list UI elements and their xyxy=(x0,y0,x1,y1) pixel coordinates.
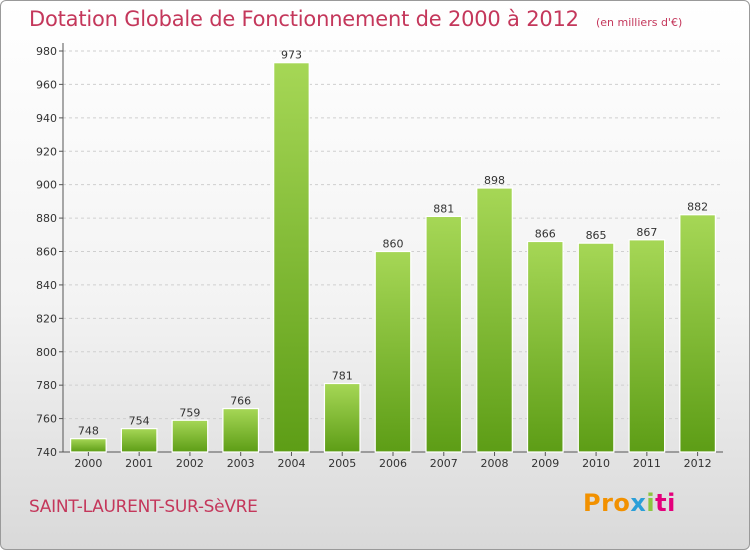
y-tick-label: 960 xyxy=(36,78,57,91)
data-label: 748 xyxy=(78,425,99,438)
x-tick-label: 2005 xyxy=(328,457,356,470)
logo-part: x xyxy=(630,489,647,517)
y-tick-label: 800 xyxy=(36,346,57,359)
data-label: 781 xyxy=(332,369,353,382)
bar xyxy=(577,242,615,453)
logo-part: Pro xyxy=(583,489,631,517)
x-tick-label: 2007 xyxy=(430,457,458,470)
x-tick-label: 2006 xyxy=(379,457,407,470)
logo-part: i xyxy=(646,489,656,517)
x-tick-label: 2002 xyxy=(176,457,204,470)
chart-title: Dotation Globale de Fonctionnement de 20… xyxy=(29,7,579,31)
data-label: 754 xyxy=(129,415,150,428)
bar xyxy=(374,250,412,453)
title-row: Dotation Globale de Fonctionnement de 20… xyxy=(29,7,682,31)
data-label: 866 xyxy=(535,227,556,240)
data-label: 898 xyxy=(484,174,505,187)
data-label: 759 xyxy=(179,406,200,419)
x-tick-label: 2010 xyxy=(582,457,610,470)
y-tick-label: 980 xyxy=(36,45,57,58)
data-label: 881 xyxy=(433,202,454,215)
logo-part: ti xyxy=(655,489,676,517)
x-tick-label: 2004 xyxy=(277,457,305,470)
data-label: 860 xyxy=(383,238,404,251)
y-tick-label: 820 xyxy=(36,312,57,325)
x-tick-label: 2009 xyxy=(531,457,559,470)
data-label: 865 xyxy=(586,229,607,242)
bar xyxy=(120,428,158,453)
bar xyxy=(425,215,463,453)
y-tick-label: 860 xyxy=(36,246,57,259)
y-tick-label: 760 xyxy=(36,413,57,426)
y-tick-label: 940 xyxy=(36,112,57,125)
bar xyxy=(273,62,310,453)
bar xyxy=(171,419,209,453)
y-tick-label: 920 xyxy=(36,145,57,158)
commune-name: SAINT-LAURENT-SUR-SèVRE xyxy=(29,497,258,517)
x-tick-label: 2001 xyxy=(125,457,153,470)
bar xyxy=(679,214,716,453)
x-tick-label: 2003 xyxy=(227,457,255,470)
bar xyxy=(476,187,513,453)
data-label: 766 xyxy=(230,395,251,408)
x-tick-label: 2008 xyxy=(481,457,509,470)
bar xyxy=(323,382,361,453)
proxiti-logo: Proxiti xyxy=(583,489,676,517)
y-tick-label: 840 xyxy=(36,279,57,292)
bar xyxy=(222,407,260,453)
y-tick-label: 880 xyxy=(36,212,57,225)
bar xyxy=(526,240,564,453)
data-label: 973 xyxy=(281,49,302,62)
y-tick-label: 900 xyxy=(36,179,57,192)
bar xyxy=(70,438,107,453)
x-tick-label: 2011 xyxy=(633,457,661,470)
data-label: 867 xyxy=(636,226,657,239)
y-tick-label: 740 xyxy=(36,446,57,459)
y-tick-label: 780 xyxy=(36,379,57,392)
bar xyxy=(628,239,666,453)
chart-subtitle: (en milliers d'€) xyxy=(595,16,683,29)
x-tick-label: 2012 xyxy=(684,457,712,470)
data-label: 882 xyxy=(687,201,708,214)
x-tick-label: 2000 xyxy=(74,457,102,470)
